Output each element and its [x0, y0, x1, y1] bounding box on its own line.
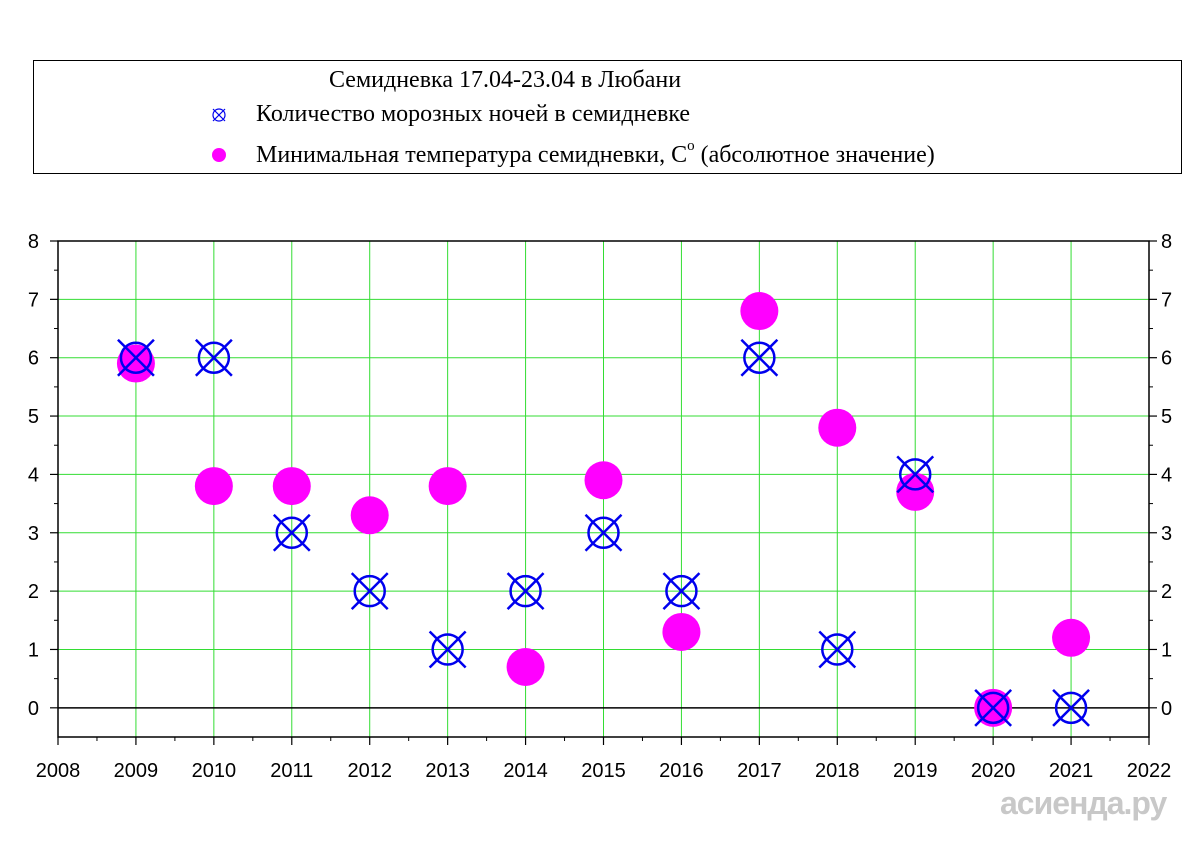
frost-nights-point	[662, 572, 701, 611]
frost-marker-cross-b	[584, 513, 623, 552]
frost-marker-cross-b	[662, 572, 701, 611]
filled-circle-marker-icon	[212, 148, 226, 162]
frost-marker-ring	[275, 516, 309, 550]
y-tick-label-left: 8	[28, 231, 39, 253]
y-tick-label-right: 1	[1161, 639, 1172, 661]
frost-marker-ring	[197, 341, 231, 374]
y-tick-label-left: 3	[28, 523, 39, 545]
legend-label-min-temp-sup: o	[687, 138, 695, 154]
frost-nights-point	[818, 630, 857, 669]
frost-marker-ring	[509, 574, 542, 608]
frost-marker-cross-b	[896, 455, 935, 494]
tick-labels: 2008 2009 2010 2011 2012 2013 2014 2015 2016 2017…	[28, 231, 1172, 782]
min-temp-point	[1052, 618, 1091, 657]
frost-marker-cross-b	[272, 513, 311, 552]
x-tick-label: 2012	[347, 760, 392, 782]
x-tick-label: 2014	[503, 760, 548, 782]
frost-nights-point	[896, 455, 935, 494]
frost-marker-cross-b	[974, 688, 1013, 727]
frost-marker-cross-b	[428, 630, 467, 669]
frost-marker-cross-b	[506, 572, 545, 611]
x-tick-label: 2013	[425, 760, 470, 782]
x-tick-label: 2017	[737, 760, 782, 782]
frost-nights-point	[1052, 688, 1090, 727]
min-temp-point	[272, 467, 311, 506]
frost-nights-point	[506, 572, 545, 611]
frost-nights-point	[272, 513, 311, 552]
min-temp-point	[116, 344, 155, 383]
frost-nights-point	[428, 630, 467, 669]
min-temp-point	[194, 467, 233, 506]
x-tick-label: 2020	[971, 760, 1016, 782]
min-temp-point	[584, 461, 623, 500]
y-tick-label-right: 3	[1161, 523, 1172, 545]
x-tick-label: 2011	[270, 760, 313, 782]
y-tick-label-left: 1	[28, 639, 39, 661]
y-tick-label-left: 4	[28, 464, 39, 486]
y-tick-label-right: 0	[1161, 698, 1172, 720]
y-tick-label-right: 4	[1161, 464, 1172, 486]
legend-label-frost-nights: Количество морозных ночей в семидневке	[256, 101, 691, 127]
x-tick-label: 2022	[1127, 760, 1172, 782]
frost-nights-point	[117, 338, 155, 377]
frost-marker-ring	[119, 341, 153, 374]
min-temp-point	[506, 647, 545, 686]
frost-nights-point	[584, 513, 623, 552]
frost-nights-point	[350, 572, 389, 611]
y-tick-label-left: 6	[28, 348, 39, 370]
y-tick-label-right: 7	[1161, 289, 1172, 311]
frost-marker-cross-b	[194, 338, 233, 377]
y-tick-label-right: 5	[1161, 406, 1172, 428]
frost-marker-ring	[743, 341, 776, 374]
frost-marker-cross-b	[818, 630, 857, 669]
frost-marker-ring	[1054, 691, 1088, 725]
frost-nights-point	[740, 338, 779, 377]
circle-x-marker-icon	[212, 107, 226, 122]
frost-marker-ring	[431, 633, 464, 666]
y-tick-label-left: 5	[28, 406, 39, 428]
x-tick-label: 2018	[815, 760, 860, 782]
frost-marker-cross-b	[740, 338, 779, 377]
x-tick-label: 2016	[659, 760, 704, 782]
chart-title: Семидневка 17.04-23.04 в Любани	[329, 67, 682, 93]
min-temp-point	[428, 467, 467, 506]
legend-entry-frost-nights: Количество морозных ночей в семидневке	[209, 101, 690, 128]
legend-label-min-temp-tail: (абсолютное значение)	[694, 142, 935, 168]
x-tick-label: 2019	[893, 760, 938, 782]
frost-marker-cross-b	[117, 338, 155, 377]
frost-marker-ring	[587, 516, 620, 550]
frost-marker-ring	[976, 691, 1010, 725]
legend-label-min-temp-main: Минимальная температура семидневки, С	[256, 142, 688, 168]
x-tick-label: 2021	[1049, 760, 1094, 782]
frost-marker-cross-b	[350, 572, 389, 611]
y-tick-label-right: 8	[1161, 231, 1172, 253]
frost-nights-point	[974, 688, 1013, 727]
x-tick-label: 2010	[192, 760, 237, 782]
y-tick-label-right: 2	[1161, 581, 1172, 603]
legend-label-min-temp: Минимальная температура семидневки, Сo (…	[256, 138, 935, 169]
y-tick-label-right: 6	[1161, 348, 1172, 370]
data-marks	[116, 292, 1091, 727]
frost-nights-point	[194, 338, 233, 377]
frost-marker-ring	[665, 574, 698, 608]
axes	[50, 240, 1157, 745]
min-temp-point	[740, 292, 779, 331]
min-temp-point	[350, 496, 389, 535]
x-tick-label: 2008	[36, 760, 81, 782]
frost-marker-ring	[353, 574, 386, 608]
frost-marker-ring	[898, 458, 932, 491]
min-temp-point	[818, 408, 857, 447]
min-temp-point	[662, 612, 701, 651]
legend-box: Семидневка 17.04-23.04 в Любани Количест…	[33, 60, 1182, 174]
y-tick-label-left: 2	[28, 581, 39, 603]
x-tick-label: 2009	[114, 760, 159, 782]
x-tick-label: 2015	[581, 760, 626, 782]
legend-entry-min-temp: Минимальная температура семидневки, Сo (…	[209, 138, 935, 169]
watermark-logo: асиенда.ру	[1000, 785, 1167, 821]
frost-marker-ring	[821, 633, 854, 666]
y-tick-label-left: 0	[28, 698, 39, 720]
y-tick-label-left: 7	[28, 289, 39, 311]
frost-marker-cross-b	[1052, 688, 1090, 727]
